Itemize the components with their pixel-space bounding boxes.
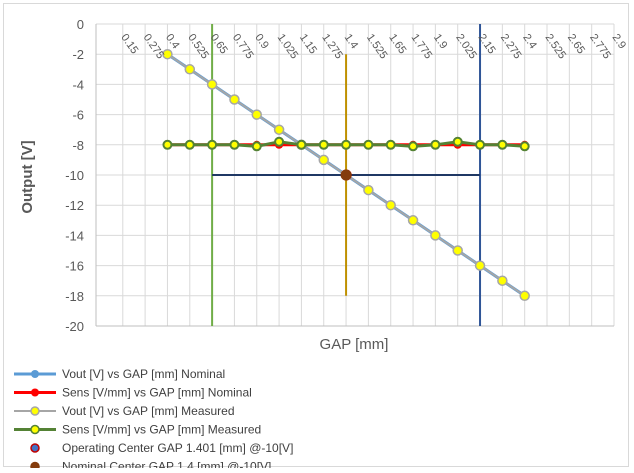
data-point [207, 139, 218, 150]
x-tick-label: 1.775 [409, 32, 435, 61]
y-tick-label: -4 [72, 77, 84, 92]
legend-entry: Vout [V] vs GAP [mm] Measured [14, 404, 235, 418]
data-point [519, 141, 530, 152]
y-tick-label: -20 [65, 319, 84, 334]
legend-entry: Operating Center GAP 1.401 [mm] @-10[V] [30, 441, 293, 455]
legend-label: Vout [V] vs GAP [mm] Measured [62, 404, 235, 418]
legend-swatch-marker [30, 406, 40, 416]
x-tick-label: 1.15 [297, 32, 319, 56]
data-point [341, 139, 352, 150]
data-point [363, 184, 374, 196]
data-point [519, 290, 530, 302]
y-tick-label: -6 [72, 108, 84, 123]
x-tick-label: 1.525 [364, 32, 390, 61]
data-point [296, 139, 307, 150]
legend-entry: Sens [V/mm] vs GAP [mm] Nominal [14, 386, 252, 400]
y-tick-label: -2 [72, 47, 84, 62]
y-tick-label: -12 [65, 198, 84, 213]
y-tick-label: -10 [65, 168, 84, 183]
x-tick-label: 1.9 [431, 32, 450, 51]
x-tick-label: 0.9 [252, 32, 271, 51]
y-tick-label: -14 [65, 228, 84, 243]
series-4 [162, 136, 530, 152]
y-tick-label: -18 [65, 289, 84, 304]
data-point [474, 260, 486, 271]
data-point [162, 139, 173, 150]
legend: Vout [V] vs GAP [mm] Nominal Sens [V/mm] … [14, 367, 293, 473]
legend-swatch-marker [31, 370, 39, 378]
data-point [430, 230, 441, 241]
legend-swatch-marker [30, 443, 40, 453]
y-tick-labels: 0 -2 -4 -6 -8 -10 -12 -14 -16 -18 -20 [65, 17, 84, 334]
x-tick-label: 2.4 [520, 32, 539, 51]
x-tick-label: 1.4 [342, 32, 361, 51]
data-point [206, 79, 218, 90]
legend-label: Operating Center GAP 1.401 [mm] @-10[V] [62, 441, 293, 455]
data-point [251, 141, 262, 152]
data-point [407, 215, 419, 226]
x-axis-label: GAP [mm] [320, 336, 389, 353]
data-point [274, 136, 285, 147]
legend-swatch-marker [30, 461, 40, 472]
x-tick-label: 1.025 [275, 32, 301, 61]
y-tick-label: -8 [72, 138, 84, 153]
data-point [273, 124, 285, 135]
x-tick-label: 0.65 [208, 32, 230, 56]
x-tick-label: 2.025 [453, 32, 479, 61]
data-point [385, 199, 396, 211]
data-point [340, 169, 352, 181]
axes [95, 24, 614, 327]
legend-swatch-marker [31, 388, 39, 397]
data-point [430, 139, 441, 150]
series-6 [340, 169, 352, 181]
data-point [162, 48, 173, 60]
chart-frame: 0 -2 -4 -6 -8 -10 -12 -14 -16 -18 -20 0.15 0.275 0.4… [3, 3, 629, 473]
x-tick-label: 1.275 [319, 32, 345, 61]
x-tick-label: 0.4 [163, 32, 182, 51]
x-tick-label: 2.65 [565, 32, 587, 56]
x-tick-label: 2.525 [543, 32, 569, 61]
x-tick-label: 0.525 [185, 32, 211, 61]
data-point [408, 141, 419, 152]
legend-label: Nominal Center GAP 1.4 [mm] @-10[V] [62, 460, 271, 469]
x-tick-label: 2.275 [498, 32, 524, 61]
x-tick-label: 2.9 [610, 32, 629, 51]
data-point [318, 154, 329, 166]
y-axis-label: Output [V] [19, 140, 36, 213]
data-point [251, 109, 263, 120]
y-tick-label: 0 [77, 17, 84, 32]
legend-entry: Nominal Center GAP 1.4 [mm] @-10[V] [30, 460, 271, 473]
data-point [475, 139, 486, 150]
legend-entry: Vout [V] vs GAP [mm] Nominal [14, 367, 225, 381]
legend-label: Sens [V/mm] vs GAP [mm] Measured [62, 423, 261, 437]
reference-lines [211, 24, 482, 326]
y-tick-label: -16 [65, 259, 84, 274]
legend-entry: Sens [V/mm] vs GAP [mm] Measured [14, 423, 261, 437]
x-tick-label: 0.15 [118, 32, 140, 56]
legend-swatch-marker [30, 424, 40, 435]
data-point [385, 139, 396, 150]
data-point [497, 139, 508, 150]
data-point [229, 94, 240, 105]
data-point [452, 136, 463, 147]
x-tick-label: 2.15 [476, 32, 498, 56]
series [162, 48, 530, 302]
legend-label: Vout [V] vs GAP [mm] Nominal [62, 367, 225, 381]
x-tick-label: 0.775 [230, 32, 256, 61]
x-tick-label: 1.65 [386, 32, 408, 56]
x-tick-label: 2.775 [587, 32, 613, 61]
x-tick-label: 0.275 [141, 32, 167, 61]
data-point [184, 139, 195, 150]
data-point [452, 245, 463, 256]
data-point [229, 139, 240, 150]
data-point [497, 275, 508, 286]
legend-label: Sens [V/mm] vs GAP [mm] Nominal [62, 386, 252, 400]
data-point [318, 139, 329, 150]
gap-output-chart: 0 -2 -4 -6 -8 -10 -12 -14 -16 -18 -20 0.15 0.2750.4… [14, 17, 628, 473]
data-point [363, 139, 374, 150]
data-point [184, 64, 196, 75]
